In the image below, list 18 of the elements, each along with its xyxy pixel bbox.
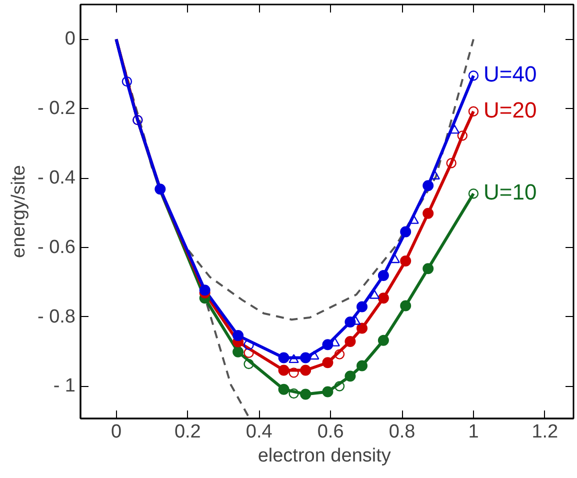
series-label: U=40	[483, 62, 537, 87]
x-tick-label: 1.2	[532, 422, 558, 442]
series-label: U=10	[483, 180, 537, 205]
y-tick-label: - 0.2	[37, 98, 76, 120]
x-tick-label: 0.6	[317, 422, 344, 442]
y-tick-label: 0	[64, 28, 76, 50]
y-tick-label: - 1	[53, 376, 76, 397]
x-tick-label: 0	[110, 422, 122, 442]
series-label: U=20	[483, 97, 537, 122]
x-tick-label: 0.4	[246, 422, 273, 442]
y-tick-label: - 0.6	[37, 236, 76, 258]
y-tick-label: - 0.4	[37, 168, 76, 189]
x-axis-title: electron density	[258, 446, 392, 466]
x-tick-label: 0.8	[388, 422, 416, 442]
x-tick-label: 1	[468, 422, 479, 442]
x-tick-label: 0.2	[174, 422, 201, 442]
y-axis-title: energy/site	[8, 165, 30, 258]
y-tick-label: - 0.8	[37, 306, 76, 328]
